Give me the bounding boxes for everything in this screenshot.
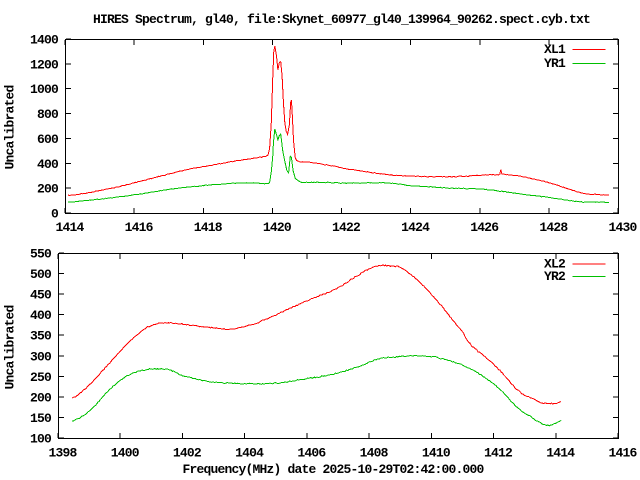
svg-text:1406: 1406 <box>297 446 326 461</box>
svg-text:1416: 1416 <box>125 220 154 235</box>
svg-text:1422: 1422 <box>332 220 361 235</box>
svg-text:1402: 1402 <box>173 446 202 461</box>
svg-text:1424: 1424 <box>401 220 430 235</box>
svg-text:150: 150 <box>30 411 52 426</box>
svg-text:100: 100 <box>30 432 52 447</box>
svg-text:1420: 1420 <box>263 220 292 235</box>
svg-text:200: 200 <box>30 390 52 405</box>
svg-text:400: 400 <box>30 308 52 323</box>
svg-text:550: 550 <box>30 247 52 262</box>
svg-text:1414: 1414 <box>55 220 84 235</box>
svg-text:350: 350 <box>30 329 52 344</box>
svg-text:200: 200 <box>37 182 59 197</box>
svg-text:1416: 1416 <box>608 446 637 461</box>
svg-text:1400: 1400 <box>30 33 59 48</box>
svg-text:1398: 1398 <box>48 446 77 461</box>
svg-text:250: 250 <box>30 370 52 385</box>
svg-text:450: 450 <box>30 288 52 303</box>
svg-text:0: 0 <box>51 207 59 222</box>
svg-text:1200: 1200 <box>30 57 59 72</box>
svg-text:800: 800 <box>37 107 59 122</box>
svg-text:1428: 1428 <box>539 220 568 235</box>
svg-text:1400: 1400 <box>111 446 140 461</box>
svg-text:1430: 1430 <box>608 220 637 235</box>
svg-text:Uncalibrated: Uncalibrated <box>3 305 18 389</box>
svg-text:1410: 1410 <box>422 446 451 461</box>
svg-text:500: 500 <box>30 267 52 282</box>
svg-text:1000: 1000 <box>30 82 59 97</box>
svg-text:1408: 1408 <box>360 446 389 461</box>
svg-text:XL1: XL1 <box>544 42 566 57</box>
svg-text:YR2: YR2 <box>544 269 566 284</box>
svg-text:600: 600 <box>37 132 59 147</box>
svg-text:YR1: YR1 <box>544 56 566 71</box>
svg-text:XL2: XL2 <box>544 257 566 272</box>
svg-text:Uncalibrated: Uncalibrated <box>3 85 18 169</box>
svg-text:1418: 1418 <box>194 220 223 235</box>
svg-text:HIRES Spectrum, gl40, file:Sky: HIRES Spectrum, gl40, file:Skynet_60977_… <box>93 12 590 27</box>
svg-text:1426: 1426 <box>470 220 499 235</box>
svg-text:300: 300 <box>30 349 52 364</box>
svg-text:1404: 1404 <box>235 446 264 461</box>
svg-text:400: 400 <box>37 157 59 172</box>
svg-text:1414: 1414 <box>546 446 575 461</box>
svg-text:1412: 1412 <box>484 446 513 461</box>
svg-text:Frequency(MHz) date 2025-10-29: Frequency(MHz) date 2025-10-29T02:42:00.… <box>182 462 484 477</box>
